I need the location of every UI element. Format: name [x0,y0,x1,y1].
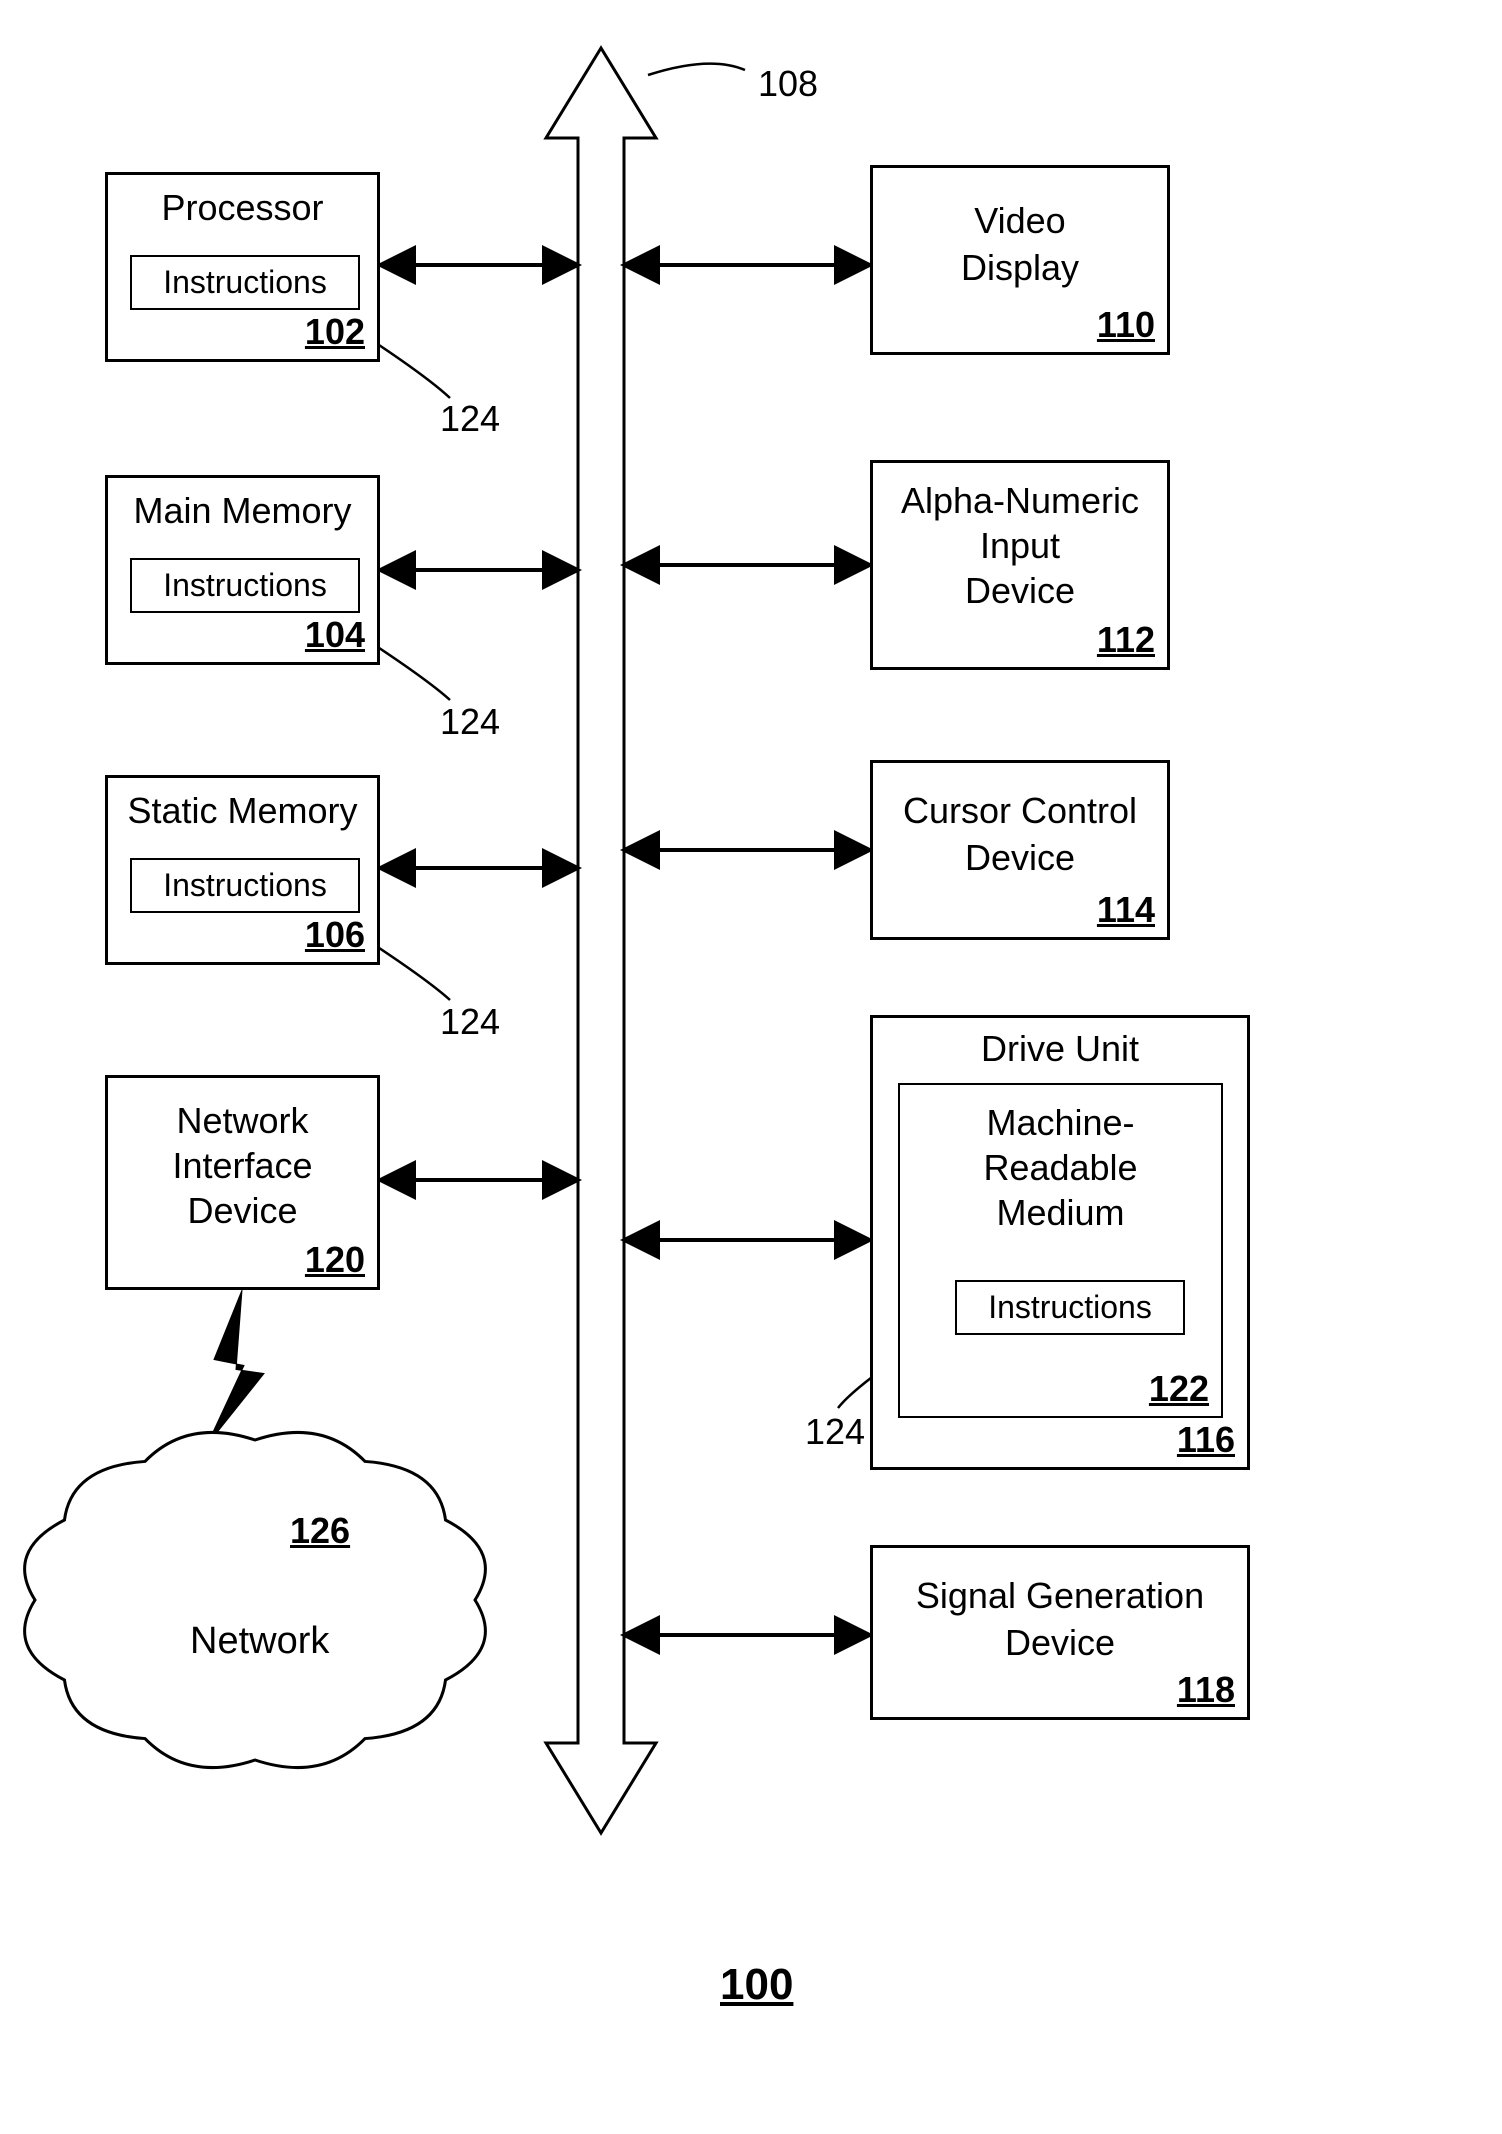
ref-120: 120 [305,1239,365,1281]
nic-title-l3: Device [187,1190,297,1231]
drive-title: Drive Unit [873,1028,1247,1070]
alpha-numeric-block: Alpha-Numeric Input Device 112 [870,460,1170,670]
processor-block: Processor Instructions 102 [105,172,380,362]
medium-title-l2: Readable [983,1147,1137,1188]
medium-instructions-box: Instructions [955,1280,1185,1335]
ref-100: 100 [720,1960,793,2010]
medium-title-l3: Medium [996,1192,1124,1233]
alpha-title-l1: Alpha-Numeric [901,480,1139,521]
main-memory-block: Main Memory Instructions 104 [105,475,380,665]
nic-title-l2: Interface [172,1145,312,1186]
ref-116: 116 [1177,1419,1235,1461]
ref-102: 102 [305,311,365,353]
signal-title: Signal Generation Device [873,1573,1247,1667]
callout-124-a: 124 [440,398,500,440]
ref-122: 122 [1149,1368,1209,1410]
ref-110: 110 [1097,304,1155,346]
static-memory-block: Static Memory Instructions 106 [105,775,380,965]
nic-title: Network Interface Device [108,1098,377,1233]
alpha-title-l2: Input [980,525,1060,566]
ref-118: 118 [1177,1669,1235,1711]
main-memory-instructions-label: Instructions [163,567,327,604]
diagram-canvas: Processor Instructions 102 Main Memory I… [0,0,1502,2134]
video-title-l2: Display [961,247,1079,288]
signal-title-l2: Device [1005,1622,1115,1663]
video-title-l1: Video [974,200,1065,241]
cursor-title-l1: Cursor Control [903,790,1137,831]
video-display-block: Video Display 110 [870,165,1170,355]
medium-instructions-label: Instructions [988,1289,1152,1326]
network-label: Network [190,1620,329,1663]
callout-108: 108 [758,63,818,105]
video-title: Video Display [873,198,1167,292]
signal-title-l1: Signal Generation [916,1575,1204,1616]
medium-block: Machine- Readable Medium Instructions 12… [898,1083,1223,1418]
ref-126: 126 [290,1510,350,1552]
ref-106: 106 [305,914,365,956]
drive-unit-block: Drive Unit Machine- Readable Medium Inst… [870,1015,1250,1470]
static-memory-instructions-label: Instructions [163,867,327,904]
nic-block: Network Interface Device 120 [105,1075,380,1290]
cursor-control-block: Cursor Control Device 114 [870,760,1170,940]
callout-124-c: 124 [440,1001,500,1043]
alpha-title-l3: Device [965,570,1075,611]
static-memory-title: Static Memory [108,790,377,832]
callout-124-b: 124 [440,701,500,743]
static-memory-instructions-box: Instructions [130,858,360,913]
medium-title: Machine- Readable Medium [900,1100,1221,1235]
ref-114: 114 [1097,889,1155,931]
ref-104: 104 [305,614,365,656]
nic-title-l1: Network [176,1100,308,1141]
processor-instructions-box: Instructions [130,255,360,310]
processor-title: Processor [108,187,377,229]
main-memory-instructions-box: Instructions [130,558,360,613]
main-memory-title: Main Memory [108,490,377,532]
ref-112: 112 [1097,619,1155,661]
medium-title-l1: Machine- [986,1102,1134,1143]
alpha-title: Alpha-Numeric Input Device [873,478,1167,613]
signal-gen-block: Signal Generation Device 118 [870,1545,1250,1720]
processor-instructions-label: Instructions [163,264,327,301]
callout-124-d: 124 [805,1411,865,1453]
cursor-title-l2: Device [965,837,1075,878]
cursor-title: Cursor Control Device [873,788,1167,882]
